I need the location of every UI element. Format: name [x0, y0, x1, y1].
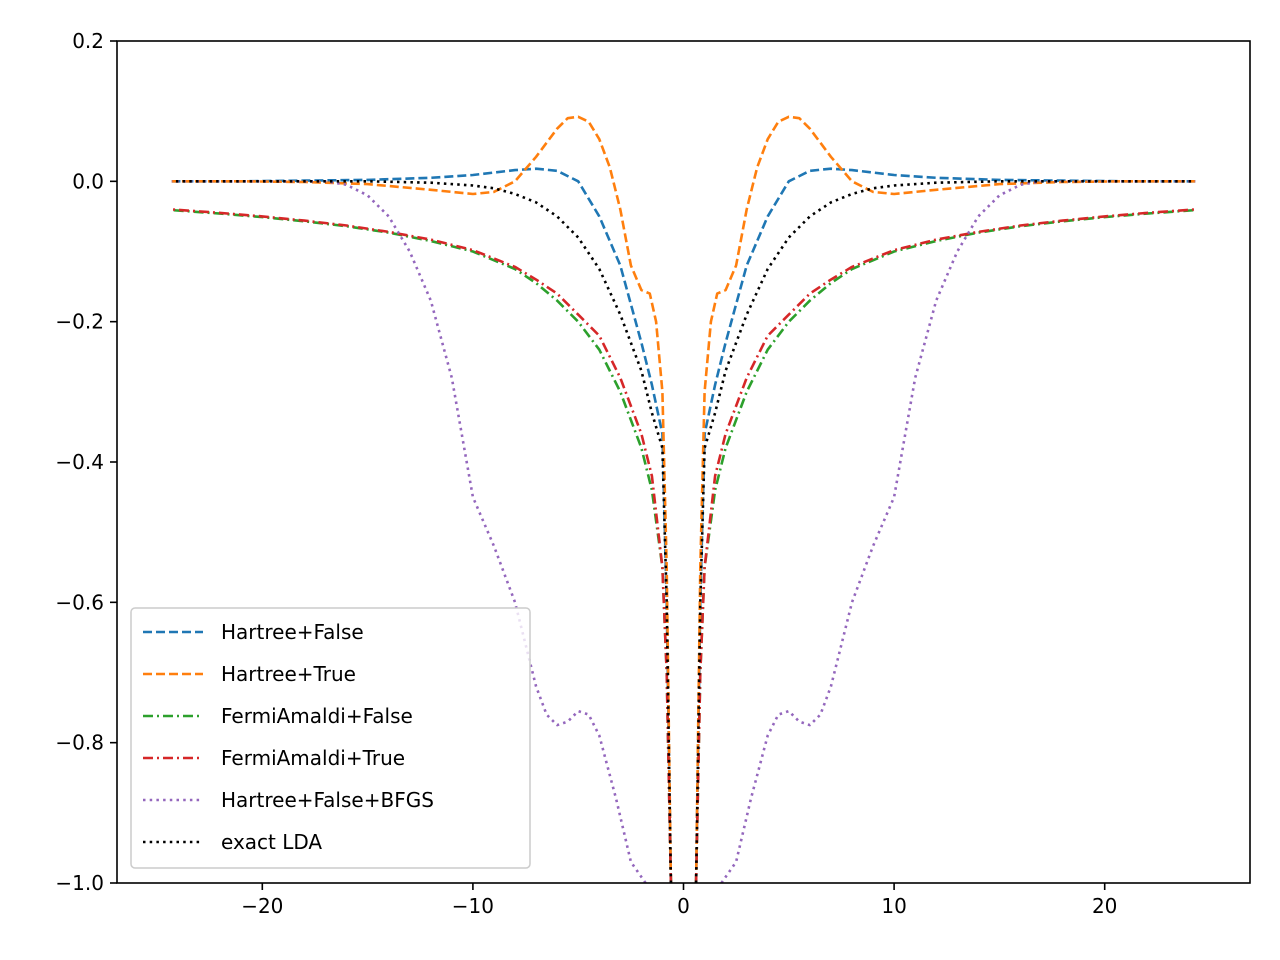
y-tick-label: −0.2 — [55, 310, 104, 334]
x-tick-label: 0 — [677, 894, 690, 918]
legend: Hartree+False Hartree+True FermiAmaldi+Fal… — [130, 607, 531, 869]
series-line-exact-lda-right — [694, 180, 1196, 883]
x-tick-label: −20 — [241, 894, 283, 918]
series-line-exact-lda-left — [171, 180, 673, 883]
series-line-hartree-false-right — [694, 167, 1196, 883]
legend-label: Hartree+False+BFGS — [221, 788, 434, 812]
y-tick-label: −1.0 — [55, 871, 104, 895]
series-line-hartree-false-left — [171, 167, 673, 883]
y-tick-label: 0.2 — [72, 29, 104, 53]
y-tick-label: −0.8 — [55, 731, 104, 755]
legend-label: FermiAmaldi+False — [221, 704, 413, 728]
series-line-hartree-true-right — [694, 115, 1196, 883]
x-tick-label: 10 — [881, 894, 906, 918]
legend-label: Hartree+False — [221, 620, 364, 644]
y-tick-label: 0.0 — [72, 169, 104, 193]
series-line-fermiamaldi-true-right — [694, 208, 1196, 883]
y-tick-label: −0.4 — [55, 450, 104, 474]
legend-box — [130, 607, 531, 869]
legend-label: Hartree+True — [221, 662, 356, 686]
series-layer — [171, 115, 1196, 883]
series-line-fermiamaldi-true-left — [171, 208, 673, 883]
series-line-hartree-true-left — [171, 115, 673, 883]
x-tick-label: 20 — [1092, 894, 1117, 918]
x-tick-label: −10 — [452, 894, 494, 918]
y-tick-label: −0.6 — [55, 590, 104, 614]
legend-label: FermiAmaldi+True — [221, 746, 405, 770]
x-axis: −20 −10 0 10 20 — [241, 883, 1117, 918]
y-axis: 0.2 0.0 −0.2 −0.4 −0.6 −0.8 −1.0 — [55, 29, 117, 895]
legend-label: exact LDA — [221, 830, 322, 854]
